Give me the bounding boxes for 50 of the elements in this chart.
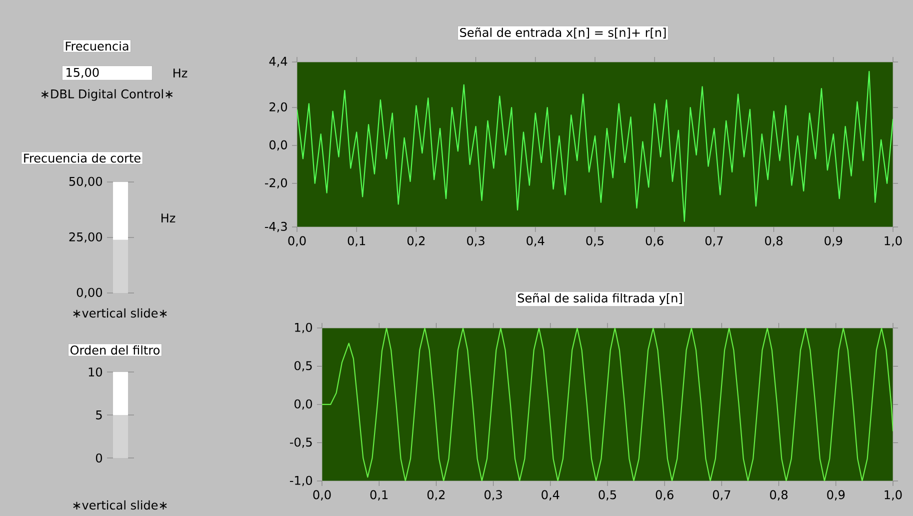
y-tick-label: 10 [88, 367, 102, 377]
x-tick-label: 0,4 [526, 236, 544, 246]
chart-title: Señal de salida filtrada y[n] [518, 293, 682, 305]
x-tick-label: 0,1 [370, 490, 388, 500]
x-tick-label: 0,5 [586, 236, 604, 246]
y-tick-label: -1,0 [290, 476, 312, 486]
line-series [322, 328, 893, 481]
text: ∗DBL Digital Control∗ [41, 89, 173, 101]
x-tick-label: 0,2 [407, 236, 425, 246]
chart-title: Señal de entrada x[n] = s[n]+ r[n] [460, 28, 666, 38]
y-tick-label: 0 [96, 453, 102, 463]
x-tick-label: 0,3 [467, 236, 484, 246]
text: ∗vertical slide∗ [73, 308, 167, 318]
y-tick-label: 4,4 [269, 56, 288, 68]
y-tick-label: 1,0 [295, 322, 312, 334]
x-tick-label: 0,6 [656, 490, 674, 500]
x-tick-label: 0,2 [427, 490, 445, 500]
y-tick-label: -4,3 [264, 222, 287, 232]
x-tick-label: 0,5 [598, 490, 616, 500]
y-tick-label: 50,00 [69, 176, 102, 188]
y-tick-label: -2,0 [264, 178, 288, 189]
x-tick-label: 0,9 [824, 236, 842, 246]
line-series [297, 70, 893, 222]
text: Frecuencia [66, 41, 128, 51]
y-tick-label: 25,00 [69, 232, 102, 243]
text: Hz [162, 214, 176, 222]
x-tick-label: 1,0 [884, 490, 902, 500]
y-tick-label: 0,5 [294, 361, 312, 372]
x-tick-label: 0,0 [313, 490, 331, 500]
x-tick-label: 1,0 [884, 236, 902, 246]
y-tick-label: 2,0 [270, 102, 288, 113]
x-tick-label: 0,3 [484, 490, 502, 500]
x-tick-label: 0,7 [712, 490, 730, 500]
text: Hz [174, 68, 188, 78]
x-tick-label: 0,1 [348, 236, 366, 246]
y-tick-label: 0,00 [76, 288, 102, 298]
chart-title: Frecuencia de corte [24, 153, 140, 163]
y-tick-label: 0,0 [270, 140, 288, 151]
text: 15,00 [66, 68, 99, 78]
x-tick-label: 0,8 [770, 490, 788, 500]
x-tick-label: 0,9 [827, 490, 845, 500]
y-tick-label: 5 [96, 410, 102, 420]
x-tick-label: 0,6 [646, 236, 664, 246]
y-tick-label: -0,5 [290, 438, 312, 448]
x-tick-label: 0,4 [542, 490, 560, 500]
y-tick-label: 0,0 [294, 399, 312, 410]
text: ∗vertical slide∗ [73, 500, 167, 510]
x-tick-label: 0,8 [765, 236, 783, 246]
x-tick-label: 0,7 [705, 236, 723, 246]
chart-title: Orden del filtro [70, 345, 160, 355]
